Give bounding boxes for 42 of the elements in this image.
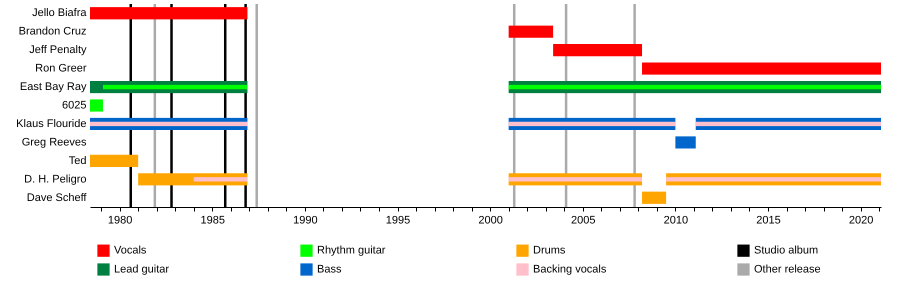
bar	[675, 136, 696, 148]
y-tick-label: Klaus Flouride	[16, 118, 86, 130]
bar	[642, 192, 666, 204]
bar	[666, 177, 881, 182]
legend-label: Backing vocals	[533, 264, 607, 276]
legend-label: Other release	[754, 264, 821, 276]
y-tick-label: 6025	[62, 100, 86, 112]
bar	[90, 7, 248, 20]
y-tick-label: East Bay Ray	[20, 81, 87, 94]
y-tick-label: Greg Reeves	[22, 136, 87, 148]
y-tick-label: Dave Scheff	[26, 192, 88, 204]
y-tick-label: Ted	[68, 154, 86, 167]
legend-label: Rhythm guitar	[317, 244, 386, 257]
bar	[90, 122, 248, 126]
legend-label: Studio album	[754, 244, 818, 257]
x-tick-label: 1985	[200, 214, 226, 226]
legend-label: Lead guitar	[114, 264, 170, 276]
x-tick-label: 1990	[293, 214, 318, 226]
bar	[194, 177, 248, 182]
bar	[696, 122, 881, 126]
y-tick-label: Jeff Penalty	[29, 44, 87, 56]
y-tick-label: Ron Greer	[35, 62, 87, 75]
legend-label: Bass	[317, 264, 342, 276]
bar	[553, 44, 642, 56]
bar	[508, 122, 676, 126]
legend-label: Drums	[533, 244, 566, 257]
x-tick-label: 2000	[478, 214, 503, 226]
bar	[90, 154, 138, 167]
bar	[508, 177, 642, 182]
x-tick-label: 1980	[108, 214, 132, 226]
x-tick-label: 2005	[571, 214, 596, 226]
y-tick-label: Brandon Cruz	[18, 26, 86, 38]
bar	[642, 62, 881, 75]
y-tick-label: Jello Biafra	[32, 7, 88, 20]
x-tick-label: 2020	[848, 214, 874, 226]
legend-label: Vocals	[114, 244, 147, 257]
x-tick-label: 2015	[756, 214, 781, 226]
x-tick-label: 1995	[386, 214, 410, 226]
y-tick-label: D. H. Peligro	[24, 173, 86, 186]
x-tick-label: 2010	[664, 214, 688, 226]
bar	[508, 84, 881, 90]
bar	[508, 26, 554, 38]
